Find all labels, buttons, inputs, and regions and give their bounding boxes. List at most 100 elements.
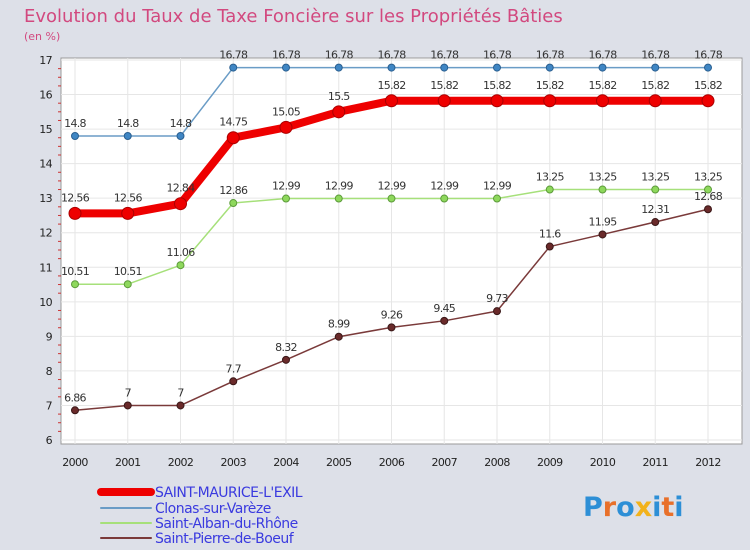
data-point xyxy=(71,406,79,415)
data-point xyxy=(387,194,396,203)
x-tick-label: 2007 xyxy=(431,456,457,469)
data-point xyxy=(493,63,501,72)
watermark-letter: i xyxy=(652,492,661,523)
data-point xyxy=(387,323,396,332)
y-tick-label: 15 xyxy=(39,123,52,136)
data-point xyxy=(176,261,185,270)
x-tick-label: 2000 xyxy=(62,456,88,469)
data-label: 16.78 xyxy=(641,49,670,62)
data-point xyxy=(176,132,185,140)
data-point xyxy=(123,132,132,140)
data-point xyxy=(282,63,290,72)
data-label: 14.75 xyxy=(219,116,248,129)
data-label: 15.82 xyxy=(536,79,564,92)
data-point xyxy=(385,94,398,108)
data-point xyxy=(651,185,660,194)
x-tick-label: 2006 xyxy=(379,456,405,469)
y-tick-label: 16 xyxy=(39,89,52,102)
plot-area xyxy=(60,57,743,445)
data-point xyxy=(229,199,238,208)
data-point xyxy=(226,131,240,145)
data-point xyxy=(282,194,290,203)
data-label: 13.25 xyxy=(589,171,618,184)
data-label: 15.82 xyxy=(589,79,617,92)
data-label: 9.45 xyxy=(433,302,455,315)
watermark-letter: i xyxy=(674,492,683,523)
data-label: 15.82 xyxy=(694,79,722,92)
data-label: 11.6 xyxy=(539,228,561,241)
data-point xyxy=(598,185,607,194)
data-point xyxy=(387,63,396,72)
data-label: 12.56 xyxy=(61,191,90,204)
x-tick-label: 2010 xyxy=(590,456,616,469)
data-label: 9.26 xyxy=(381,308,403,321)
data-label: 14.8 xyxy=(117,117,139,130)
watermark-letter: P xyxy=(583,492,603,523)
data-label: 15.5 xyxy=(328,90,350,103)
data-point xyxy=(648,94,662,108)
data-point xyxy=(704,63,712,72)
data-point xyxy=(123,280,132,289)
data-point xyxy=(332,105,346,119)
y-tick-label: 6 xyxy=(46,434,53,447)
data-point xyxy=(493,194,501,203)
data-point xyxy=(704,205,712,214)
data-point xyxy=(71,280,79,289)
data-label: 10.51 xyxy=(61,265,89,278)
data-label: 12.68 xyxy=(694,190,723,203)
data-label: 15.82 xyxy=(641,79,669,92)
data-point xyxy=(440,316,449,325)
legend-label: SAINT-MAURICE-L'EXIL xyxy=(155,485,303,501)
data-point xyxy=(493,307,501,316)
data-point xyxy=(334,332,343,341)
data-label: 16.78 xyxy=(536,49,565,62)
data-point xyxy=(545,242,554,251)
data-label: 13.25 xyxy=(641,171,670,184)
data-label: 12.86 xyxy=(219,184,248,197)
data-point xyxy=(334,194,343,203)
series-group: 6.86 7 7 7.7 8.32 8.99 9.26 9.45 9.73 11.6 11.95 12… xyxy=(64,190,723,415)
data-point xyxy=(701,94,715,108)
x-tick-label: 2005 xyxy=(326,456,352,469)
data-point xyxy=(123,401,132,410)
data-label: 12.99 xyxy=(483,180,512,193)
data-point xyxy=(68,206,82,220)
legend: SAINT-MAURICE-L'EXILClonas-sur-VarèzeSai… xyxy=(97,485,303,547)
data-label: 12.99 xyxy=(378,180,407,193)
data-point xyxy=(71,132,79,140)
chart-title: Evolution du Taux de Taxe Foncière sur l… xyxy=(24,6,563,27)
data-label: 9.73 xyxy=(486,292,508,305)
x-tick-label: 2002 xyxy=(168,456,194,469)
data-point xyxy=(229,63,238,72)
y-tick-label: 13 xyxy=(39,192,52,205)
data-label: 15.82 xyxy=(430,79,458,92)
data-point xyxy=(651,218,660,227)
watermark-letter: o xyxy=(616,492,635,523)
data-point xyxy=(651,63,660,72)
legend-label: Clonas-sur-Varèze xyxy=(155,501,271,517)
data-label: 15.82 xyxy=(378,79,406,92)
data-point xyxy=(282,355,290,364)
data-label: 15.05 xyxy=(272,105,301,118)
data-label: 15.82 xyxy=(483,79,511,92)
legend-label: Saint-Alban-du-Rhône xyxy=(155,516,298,532)
y-tick-label: 8 xyxy=(46,365,53,378)
data-point xyxy=(176,401,185,410)
y-tick-label: 12 xyxy=(39,227,52,240)
data-point xyxy=(334,63,343,72)
data-point xyxy=(545,185,554,194)
data-point xyxy=(704,185,712,194)
data-label: 11.06 xyxy=(167,246,196,259)
y-axis-unit-label: (en %) xyxy=(24,30,60,43)
data-label: 16.78 xyxy=(483,49,512,62)
y-tick-label: 7 xyxy=(46,399,53,412)
data-label: 7 xyxy=(125,386,132,399)
data-point xyxy=(174,197,187,211)
data-label: 11.95 xyxy=(589,215,618,228)
data-label: 12.99 xyxy=(430,180,459,193)
y-tick-label: 10 xyxy=(39,296,52,309)
data-point xyxy=(440,194,449,203)
watermark-letter: x xyxy=(635,492,652,523)
data-point xyxy=(543,94,557,108)
